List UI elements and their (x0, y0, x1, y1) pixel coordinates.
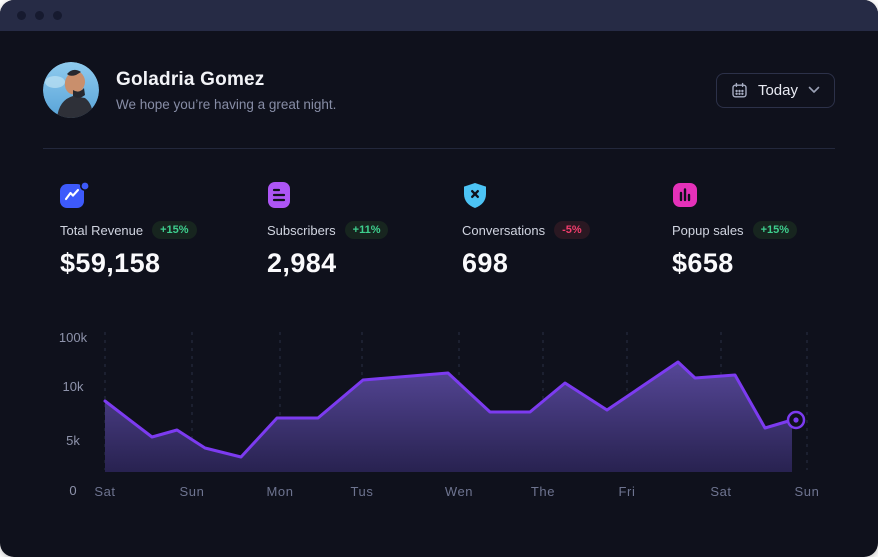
notes-icon (267, 182, 291, 208)
stat-delta-badge: +15% (752, 221, 798, 239)
window-titlebar (0, 0, 878, 31)
greeting-text: We hope you’re having a great night. (116, 96, 337, 112)
svg-text:10k: 10k (63, 379, 84, 394)
calendar-icon (731, 82, 748, 99)
stat-card-subscribers: Subscribers +11% 2,984 (267, 182, 462, 279)
date-filter-button[interactable]: Today (715, 72, 835, 108)
user-avatar[interactable] (43, 62, 99, 118)
bar-chart-icon (672, 182, 697, 207)
svg-text:Sun: Sun (180, 484, 205, 499)
header-divider (43, 148, 835, 149)
stats-row: Total Revenue +15% $59,158 Subscribers (43, 181, 835, 279)
window-control-dot[interactable] (35, 11, 44, 20)
svg-text:100k: 100k (59, 330, 88, 345)
shield-x-icon (462, 182, 486, 208)
trend-line-icon (60, 181, 90, 208)
svg-text:Wen: Wen (445, 484, 473, 499)
svg-text:Tus: Tus (351, 484, 374, 499)
user-name: Goladria Gomez (116, 68, 265, 90)
header: Goladria Gomez We hope you’re having a g… (43, 62, 835, 118)
svg-text:The: The (531, 484, 555, 499)
svg-text:Mon: Mon (266, 484, 293, 499)
stat-value: 698 (462, 248, 509, 278)
stat-value: $59,158 (60, 248, 161, 278)
svg-text:5k: 5k (66, 433, 80, 448)
stat-delta-badge: +11% (344, 221, 389, 239)
svg-text:Sun: Sun (795, 484, 820, 499)
stat-label: Total Revenue (60, 222, 144, 238)
stat-label: Popup sales (672, 222, 744, 238)
stat-card-popup-sales: Popup sales +15% $658 (672, 182, 835, 279)
date-filter-label: Today (757, 81, 798, 99)
stat-value: $658 (672, 248, 734, 278)
chevron-down-icon (808, 86, 820, 94)
stat-label: Conversations (462, 222, 546, 238)
stat-delta-badge: +15% (152, 221, 197, 239)
stat-value: 2,984 (267, 248, 337, 278)
stat-card-conversations: Conversations -5% 698 (462, 182, 672, 279)
window-control-dot[interactable] (53, 11, 62, 20)
svg-text:Sat: Sat (710, 484, 731, 499)
stat-delta-badge: -5% (554, 221, 590, 239)
stat-label: Subscribers (267, 222, 336, 238)
window-control-dot[interactable] (17, 11, 26, 20)
stat-card-total-revenue: Total Revenue +15% $59,158 (60, 181, 267, 279)
svg-text:Sat: Sat (94, 484, 115, 499)
svg-text:Fri: Fri (619, 484, 636, 499)
svg-text:0: 0 (69, 483, 76, 498)
